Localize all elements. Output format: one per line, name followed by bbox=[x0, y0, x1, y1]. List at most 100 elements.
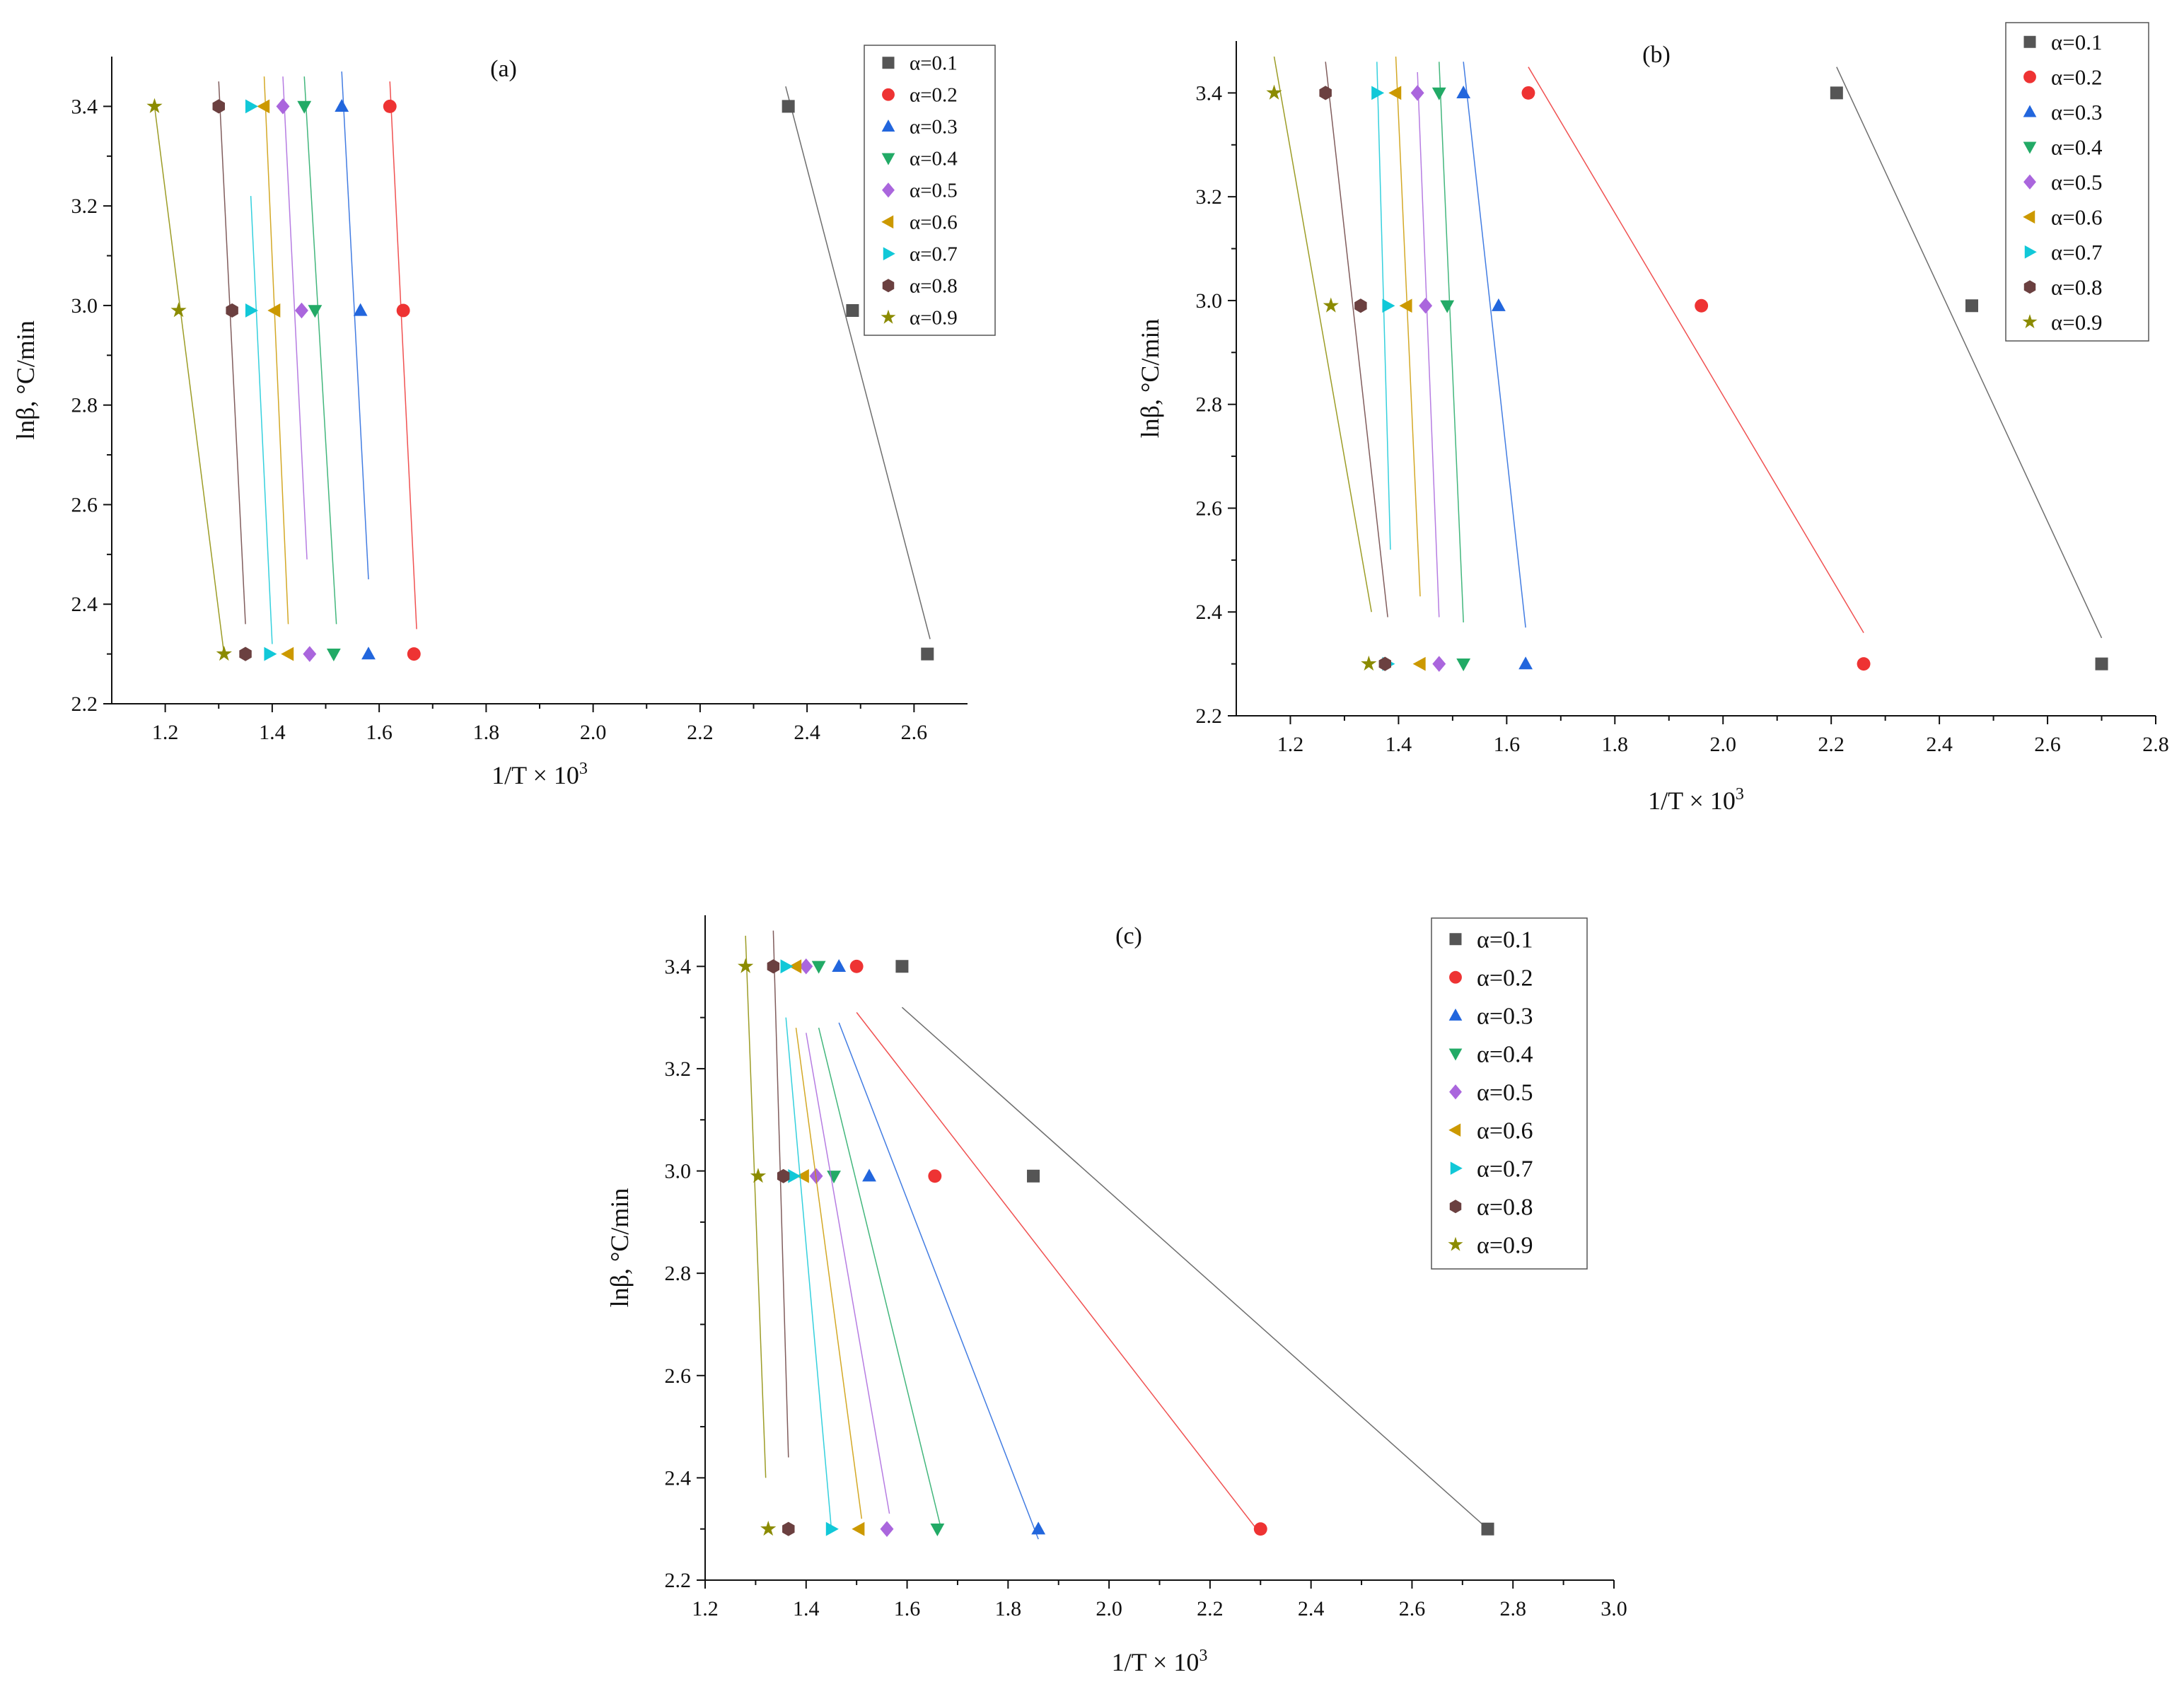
series-5 bbox=[799, 958, 894, 1537]
y-tick-label: 2.8 bbox=[665, 1262, 692, 1285]
data-point bbox=[1412, 656, 1426, 671]
data-point bbox=[2095, 657, 2108, 671]
legend-marker bbox=[883, 247, 895, 261]
data-point bbox=[930, 1524, 945, 1537]
y-tick-label: 2.6 bbox=[665, 1364, 692, 1388]
series-6 bbox=[789, 959, 865, 1536]
x-tick-label: 2.6 bbox=[2034, 733, 2061, 756]
y-tick-label: 3.4 bbox=[71, 95, 98, 118]
legend-marker bbox=[1448, 1236, 1463, 1251]
fit-line bbox=[250, 196, 273, 644]
fit-line bbox=[1273, 56, 1372, 613]
data-point bbox=[1388, 86, 1402, 100]
legend-label: α=0.8 bbox=[2051, 274, 2102, 299]
data-point bbox=[1491, 298, 1506, 311]
series-1 bbox=[895, 960, 1494, 1536]
series-8 bbox=[212, 81, 252, 661]
data-point bbox=[846, 303, 859, 317]
legend-marker bbox=[882, 182, 895, 198]
legend-label: α=0.9 bbox=[910, 307, 958, 330]
data-point bbox=[1857, 657, 1871, 671]
data-point bbox=[788, 1168, 801, 1183]
fit-line bbox=[282, 76, 308, 559]
x-tick-label: 1.6 bbox=[1494, 733, 1521, 756]
legend-marker bbox=[882, 57, 895, 69]
data-point bbox=[1481, 1522, 1494, 1536]
legend-label: α=0.1 bbox=[1477, 927, 1533, 953]
data-point bbox=[737, 958, 754, 973]
data-point bbox=[1371, 86, 1385, 100]
x-tick-label: 1.4 bbox=[793, 1597, 820, 1620]
x-tick-label: 2.2 bbox=[1197, 1597, 1224, 1620]
legend-label: α=0.5 bbox=[910, 180, 958, 202]
data-point bbox=[750, 1168, 767, 1183]
series-9 bbox=[1266, 56, 1377, 671]
legend-marker bbox=[2023, 141, 2037, 154]
y-tick-label: 3.4 bbox=[665, 955, 692, 978]
data-point bbox=[361, 646, 376, 660]
data-point bbox=[811, 961, 826, 974]
y-tick-label: 3.0 bbox=[71, 294, 98, 318]
data-point bbox=[782, 100, 795, 113]
series-3 bbox=[1456, 62, 1533, 670]
y-axis-label: lnβ, °C/min bbox=[605, 1188, 634, 1308]
legend-label: α=0.4 bbox=[1477, 1041, 1533, 1067]
chart-title: (b) bbox=[1642, 42, 1671, 68]
data-point bbox=[789, 959, 802, 974]
legend-marker bbox=[882, 279, 895, 293]
fit-line bbox=[218, 81, 246, 625]
fit-line bbox=[806, 1033, 890, 1514]
data-point bbox=[1965, 299, 1978, 313]
series-8 bbox=[1319, 62, 1392, 671]
data-point bbox=[335, 99, 349, 112]
legend-label: α=0.8 bbox=[910, 275, 958, 298]
data-point bbox=[796, 1168, 809, 1183]
chart-title: (a) bbox=[490, 56, 517, 82]
x-tick-label: 2.4 bbox=[794, 721, 820, 744]
chart-panel-a: 1.2 1.4 1.6 1.8 2.0 2.2 2.4 2.6 2.2 2.4 2.6 2.8 3.0 3… bbox=[11, 45, 996, 789]
legend-label: α=0.7 bbox=[910, 243, 958, 266]
fit-line bbox=[785, 86, 931, 639]
fit-line bbox=[795, 1027, 863, 1519]
series-1 bbox=[782, 86, 934, 661]
x-tick-label: 2.8 bbox=[1499, 1597, 1526, 1620]
fit-line bbox=[745, 935, 767, 1478]
data-point bbox=[1410, 85, 1424, 101]
data-point bbox=[383, 99, 397, 113]
legend-marker bbox=[2023, 174, 2036, 190]
series-4 bbox=[1431, 62, 1471, 671]
x-tick-label: 2.2 bbox=[1818, 733, 1845, 756]
x-tick-label: 1.8 bbox=[995, 1597, 1022, 1620]
fit-line bbox=[818, 1027, 941, 1524]
data-point bbox=[297, 100, 312, 114]
data-point bbox=[216, 645, 232, 661]
x-tick-label: 2.0 bbox=[580, 721, 607, 744]
series-2 bbox=[849, 959, 1267, 1536]
legend-marker bbox=[882, 88, 895, 101]
series-5 bbox=[1410, 72, 1446, 672]
fit-line bbox=[856, 1011, 1261, 1535]
fit-line bbox=[1463, 62, 1526, 628]
data-point bbox=[1518, 656, 1533, 670]
y-tick-label: 3.4 bbox=[1196, 81, 1223, 105]
data-point bbox=[777, 1168, 790, 1183]
x-tick-label: 2.2 bbox=[687, 721, 714, 744]
legend-marker bbox=[1450, 1161, 1463, 1176]
data-point bbox=[407, 647, 421, 661]
chart-panel-c: 1.2 1.4 1.6 1.8 2.0 2.2 2.4 2.6 2.8 3.0 2.2 2.4 2.6 2… bbox=[605, 915, 1627, 1676]
legend: α=0.1 α=0.2 α=0.3 α=0.4 α=0.5 α=0.6 α=0.7 α=0.8… bbox=[1431, 917, 1588, 1270]
fit-line bbox=[1836, 66, 2103, 639]
x-axis-label: 1/T × 103 bbox=[1112, 1647, 1208, 1676]
data-point bbox=[852, 1521, 865, 1536]
legend-marker bbox=[2023, 280, 2036, 294]
series-4 bbox=[297, 76, 341, 661]
legend-marker bbox=[1448, 1008, 1463, 1021]
data-point bbox=[780, 959, 794, 974]
data-point bbox=[1431, 87, 1446, 100]
legend-label: α=0.5 bbox=[2051, 170, 2102, 195]
legend-marker bbox=[881, 215, 894, 229]
data-point bbox=[1399, 298, 1412, 313]
data-point bbox=[921, 647, 934, 661]
